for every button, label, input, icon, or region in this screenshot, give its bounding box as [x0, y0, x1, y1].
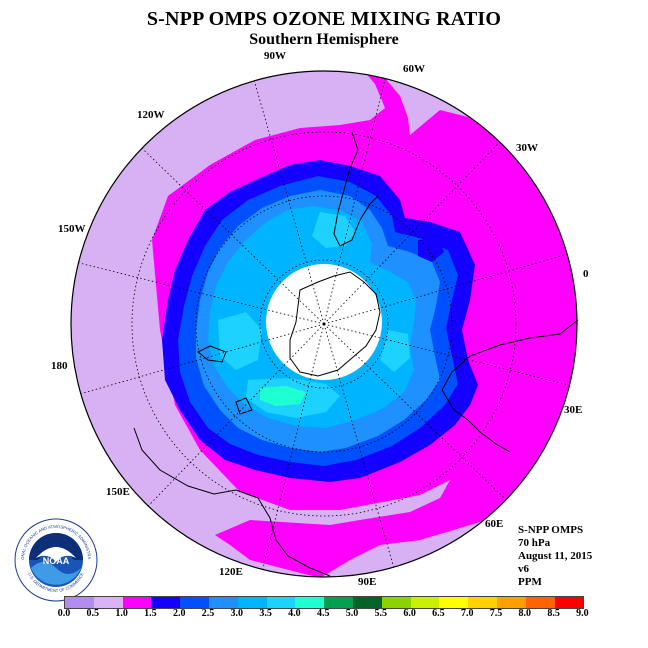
colorbar-tick-label: 8.5: [547, 608, 560, 619]
lon-label-0: 0: [583, 268, 589, 280]
lon-label-60e: 60E: [485, 518, 504, 530]
colorbar-tick-label: 7.5: [489, 608, 503, 619]
lon-label-120w: 120W: [137, 109, 165, 121]
colorbar-cell: [208, 597, 238, 608]
colorbar-cell: [122, 597, 152, 608]
lon-label-150w: 150W: [58, 223, 86, 235]
south-america-coast: [333, 131, 379, 247]
colorbar-cell: [410, 597, 440, 608]
info-level: 70 hPa: [518, 537, 551, 549]
lon-label-180: 180: [51, 360, 68, 372]
blue-patch-right: [418, 238, 444, 262]
colorbar-tick-label: 0.5: [86, 608, 100, 619]
lon-label-30e: 30E: [564, 404, 583, 416]
coastlines: [133, 131, 579, 577]
info-date: August 11, 2015: [518, 550, 593, 562]
colorbar-tick-label: 5.5: [374, 608, 388, 619]
colorbar-cell: [439, 597, 469, 608]
colorbar-cell: [266, 597, 296, 608]
colorbar-tick-label: 2.5: [201, 608, 215, 619]
logo-text: NOAA: [43, 556, 70, 566]
colorbar-cell: [525, 597, 555, 608]
colorbar-cell: [496, 597, 526, 608]
colorbar-cell: [554, 597, 584, 608]
colorbar-cell: [180, 597, 209, 608]
colorbar-tick-label: 3.5: [259, 608, 272, 619]
map-boundary: [70, 70, 578, 578]
colorbar-cell: [151, 597, 181, 608]
colorbar-cell: [237, 597, 267, 608]
new-zealand-coast: [197, 345, 227, 363]
colorbar-tick-label: 6.5: [432, 608, 445, 619]
colorbar-tick-label: 9.0: [576, 608, 589, 619]
colorbar-tick-label: 0.0: [57, 608, 71, 619]
cyan-patch-right: [380, 330, 410, 372]
info-units: PPM: [518, 576, 542, 588]
colorbar: [64, 596, 585, 609]
colorbar-tick-labels: 0.0 0.5 1.0 1.5 2.0 2.5 3.0 3.5 4.0 4.5 5.0 5.5 6.0 6…: [0, 608, 648, 622]
info-version: v6: [518, 563, 529, 575]
lon-label-90e: 90E: [358, 576, 377, 588]
colorbar-cell: [295, 597, 325, 608]
colorbar-tick-label: 7.0: [460, 608, 474, 619]
lon-label-120e: 120E: [219, 566, 243, 578]
info-block: S-NPP OMPS 70 hPa August 11, 2015 v6 PPM: [518, 524, 592, 589]
lon-label-150e: 150E: [106, 486, 130, 498]
latitude-lines: [131, 131, 517, 517]
colorbar-cell: [65, 597, 94, 608]
colorbar-tick-label: 2.0: [172, 608, 186, 619]
colorbar-tick-label: 1.0: [115, 608, 128, 619]
australia-coast: [133, 427, 331, 577]
info-instrument: S-NPP OMPS: [518, 524, 584, 536]
lon-label-90w: 90W: [264, 50, 286, 62]
polar-night-no-data: [266, 264, 382, 380]
colorbar-tick-label: 4.0: [288, 608, 301, 619]
colorbar-cell: [324, 597, 353, 608]
lon-label-60w: 60W: [403, 63, 425, 75]
colorbar-cell: [93, 597, 123, 608]
map-subtitle: Southern Hemisphere: [249, 31, 399, 48]
cyan-patch-upper: [312, 212, 355, 248]
africa-coast: [441, 319, 579, 453]
colorbar-tick-label: 4.5: [316, 608, 330, 619]
south-pole-marker: [322, 322, 326, 326]
colorbar-cell: [352, 597, 382, 608]
colorbar-tick-label: 3.0: [230, 608, 244, 619]
aqua-patch: [260, 386, 306, 406]
antarctica-coast: [289, 271, 381, 377]
cyan-patch-left: [218, 312, 262, 370]
colorbar-tick-label: 5.0: [345, 608, 359, 619]
colorbar-tick-label: 8.0: [518, 608, 532, 619]
colorbar-cell: [381, 597, 411, 608]
colorbar-cell: [468, 597, 497, 608]
noaa-logo: NOAA NATIONAL OCEANIC AND ATMOSPHERIC AD…: [14, 518, 98, 602]
colorbar-tick-label: 6.0: [403, 608, 416, 619]
lon-label-30w: 30W: [516, 142, 538, 154]
colorbar-tick-label: 1.5: [144, 608, 157, 619]
map-title: S-NPP OMPS OZONE MIXING RATIO: [146, 8, 502, 30]
tasmania-coast: [235, 397, 253, 415]
